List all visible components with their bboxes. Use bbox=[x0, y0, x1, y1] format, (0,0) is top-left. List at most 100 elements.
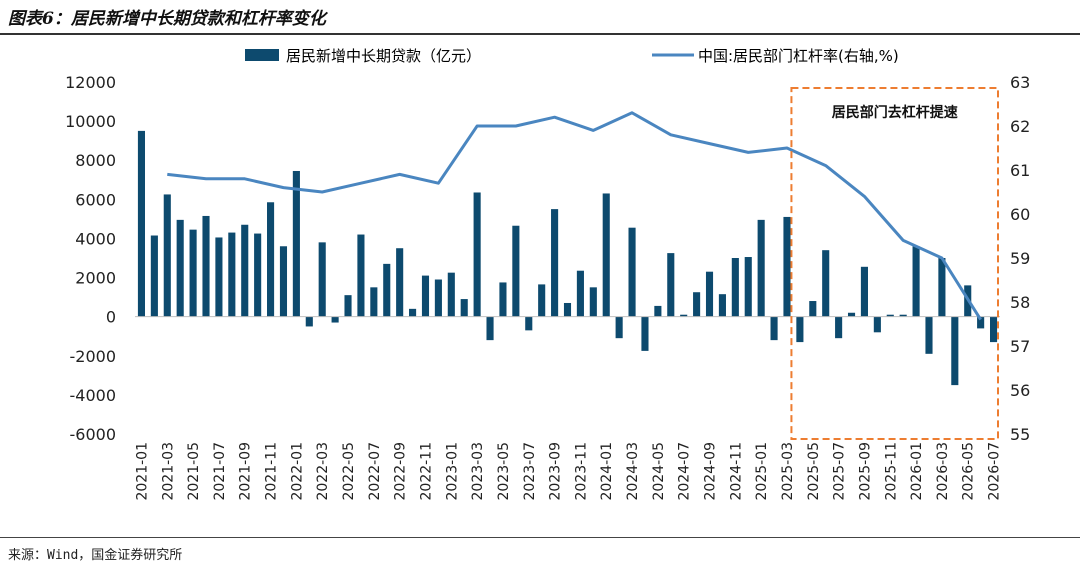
bar-2021-03 bbox=[163, 194, 171, 317]
x-axis-tick-label: 2025-09 bbox=[857, 442, 873, 501]
x-axis-tick-label: 2022-09 bbox=[393, 442, 409, 501]
bar-2024-12 bbox=[744, 257, 752, 317]
legend: 居民新增中长期贷款（亿元） 中国:居民部门杠杆率(右轴,%) bbox=[245, 47, 899, 65]
bar-2024-07 bbox=[680, 314, 688, 317]
chart-canvas: 居民新增中长期贷款（亿元） 中国:居民部门杠杆率(右轴,%) -6000 -400… bbox=[65, 47, 1030, 501]
x-axis-tick-label: 2023-11 bbox=[573, 442, 589, 501]
bar-2025-05 bbox=[809, 301, 817, 317]
x-axis-tick-label: 2021-07 bbox=[212, 442, 228, 501]
x-axis-tick-label: 2021-09 bbox=[238, 442, 254, 501]
x-axis-tick-label: 2026-03 bbox=[935, 442, 951, 501]
left-axis-tick-label: -6000 bbox=[70, 425, 117, 444]
bar-2021-08 bbox=[228, 232, 236, 317]
left-axis: -6000 -4000 -2000 0 2000 4000 6000 8000 10000 120… bbox=[65, 73, 116, 444]
right-axis-tick-label: 55 bbox=[1010, 425, 1030, 444]
bar-2024-08 bbox=[693, 292, 701, 317]
left-axis-tick-label: -4000 bbox=[70, 386, 117, 405]
left-axis-tick-label: 2000 bbox=[75, 269, 116, 288]
bar-2026-06 bbox=[977, 316, 985, 329]
bar-2025-11 bbox=[886, 314, 894, 317]
bar-2022-06 bbox=[357, 234, 365, 317]
bar-2021-01 bbox=[137, 130, 146, 317]
bar-2022-02 bbox=[305, 316, 313, 327]
bar-2023-04 bbox=[486, 316, 494, 341]
bar-2023-03 bbox=[473, 192, 481, 317]
x-axis-tick-label: 2025-07 bbox=[832, 442, 848, 501]
bar-series bbox=[137, 130, 998, 386]
bar-2026-07 bbox=[989, 316, 998, 343]
x-axis-tick-label: 2022-01 bbox=[289, 442, 305, 501]
left-axis-tick-label: 6000 bbox=[75, 190, 116, 209]
bar-2022-01 bbox=[292, 170, 300, 317]
x-axis-tick-label: 2023-07 bbox=[522, 442, 538, 501]
bar-2021-04 bbox=[176, 219, 184, 317]
bar-2026-04 bbox=[951, 316, 959, 386]
bar-2022-11 bbox=[421, 275, 430, 317]
right-axis-tick-label: 57 bbox=[1010, 337, 1030, 356]
bar-2025-12 bbox=[899, 314, 907, 317]
bar-2025-01 bbox=[757, 219, 765, 317]
x-axis-tick-label: 2024-07 bbox=[677, 442, 693, 501]
bar-2021-09 bbox=[241, 224, 249, 317]
x-axis-tick-label: 2024-01 bbox=[599, 442, 615, 501]
bar-2023-06 bbox=[512, 225, 520, 317]
x-axis-tick-label: 2023-09 bbox=[548, 442, 564, 501]
x-axis-tick-label: 2025-11 bbox=[883, 442, 899, 501]
annotation-text: 居民部门去杠杆提速 bbox=[832, 104, 958, 121]
x-axis-tick-label: 2021-11 bbox=[264, 442, 280, 501]
left-axis-tick-label: 10000 bbox=[65, 112, 116, 131]
bar-2021-05 bbox=[189, 229, 197, 317]
footer-divider bbox=[0, 537, 1080, 538]
bar-2024-06 bbox=[667, 253, 675, 317]
x-axis-tick-label: 2022-11 bbox=[418, 442, 434, 501]
x-axis-tick-label: 2022-05 bbox=[341, 442, 357, 501]
left-axis-tick-label: 8000 bbox=[75, 151, 116, 170]
right-axis-tick-label: 63 bbox=[1010, 73, 1030, 92]
leverage-line bbox=[167, 111, 982, 321]
bar-2025-07 bbox=[835, 316, 843, 339]
bar-2022-12 bbox=[434, 279, 442, 317]
bar-2021-02 bbox=[150, 235, 158, 317]
bar-2023-02 bbox=[460, 299, 468, 317]
bar-2022-04 bbox=[331, 316, 339, 323]
bar-2022-07 bbox=[370, 287, 378, 317]
x-axis-tick-label: 2026-05 bbox=[961, 442, 977, 501]
bar-2021-12 bbox=[279, 246, 288, 317]
bar-2023-11 bbox=[576, 270, 584, 317]
bar-2021-06 bbox=[202, 215, 210, 317]
left-axis-tick-label: 4000 bbox=[75, 229, 116, 248]
bar-2024-05 bbox=[654, 305, 662, 317]
x-axis-tick-label: 2024-03 bbox=[625, 442, 641, 501]
bar-2026-02 bbox=[925, 316, 933, 354]
x-axis-tick-label: 2022-03 bbox=[315, 442, 331, 501]
bar-2022-08 bbox=[383, 263, 391, 317]
bar-2023-10 bbox=[563, 302, 572, 317]
bar-2021-10 bbox=[254, 233, 262, 317]
x-axis-tick-label: 2024-09 bbox=[703, 442, 719, 501]
legend-bar-swatch bbox=[245, 49, 279, 61]
bar-2024-09 bbox=[705, 271, 714, 317]
left-axis-tick-label: 0 bbox=[106, 308, 116, 327]
bar-2023-08 bbox=[538, 284, 546, 317]
legend-line-label: 中国:居民部门杠杆率(右轴,%) bbox=[698, 47, 899, 65]
bar-2024-04 bbox=[641, 316, 649, 351]
bar-2023-12 bbox=[589, 287, 597, 317]
right-axis-tick-label: 59 bbox=[1010, 249, 1030, 268]
bar-2025-08 bbox=[847, 312, 856, 317]
x-axis-tick-label: 2023-05 bbox=[496, 442, 512, 501]
bar-2025-06 bbox=[822, 250, 830, 317]
bar-2026-03 bbox=[938, 258, 946, 317]
right-axis: 55 56 57 58 59 60 61 62 63 bbox=[1010, 73, 1030, 444]
x-axis-tick-label: 2024-11 bbox=[728, 442, 744, 501]
bar-2025-04 bbox=[796, 316, 804, 343]
bar-2024-11 bbox=[731, 258, 739, 317]
x-axis-tick-label: 2025-05 bbox=[806, 442, 822, 501]
bar-2023-05 bbox=[499, 282, 507, 317]
x-axis-tick-label: 2021-03 bbox=[160, 442, 176, 501]
source-note: 来源：Wind，国金证券研究所 bbox=[8, 548, 183, 563]
x-axis-tick-label: 2024-05 bbox=[651, 442, 667, 501]
bar-2024-10 bbox=[718, 294, 726, 317]
x-axis-tick-label: 2023-03 bbox=[470, 442, 486, 501]
bar-2021-11 bbox=[267, 202, 275, 317]
bar-2022-05 bbox=[344, 295, 352, 317]
